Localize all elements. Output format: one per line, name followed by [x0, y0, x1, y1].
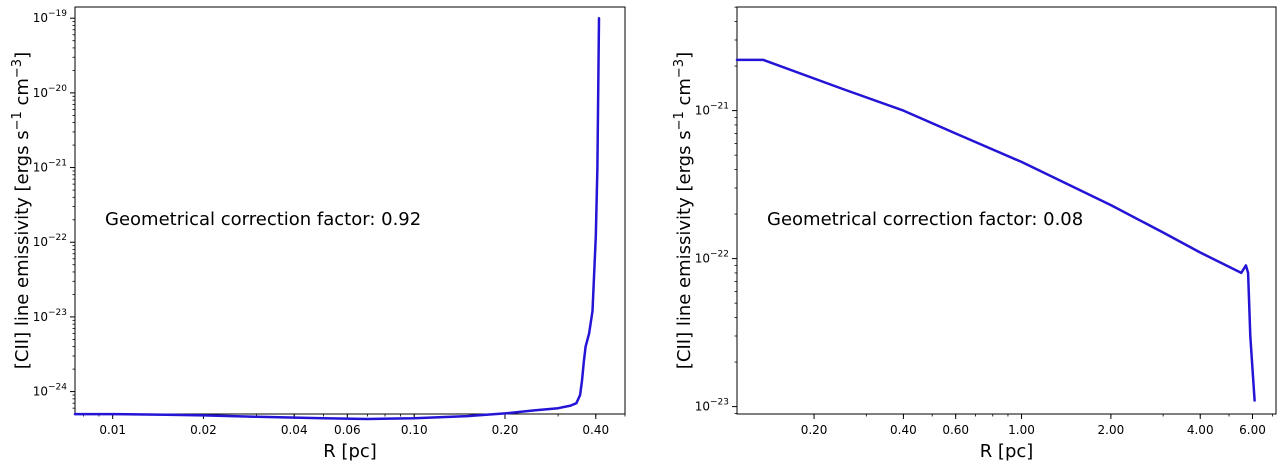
y-tick-label: 10−19 — [33, 9, 68, 25]
y-tick-label: 10−21 — [33, 159, 67, 175]
x-tick-label: 0.06 — [334, 423, 361, 437]
x-tick-label: 4.00 — [1187, 423, 1214, 437]
x-tick-label: 0.40 — [890, 423, 917, 437]
plot-frame — [74, 6, 626, 415]
x-tick-label: 0.40 — [582, 423, 609, 437]
x-tick-label: 0.02 — [190, 423, 217, 437]
x-axis-label: R [pc] — [980, 441, 1034, 462]
x-tick-label: 6.00 — [1239, 423, 1266, 437]
y-tick-label: 10−24 — [33, 383, 68, 399]
x-tick-label: 0.20 — [492, 423, 519, 437]
annotation-text: Geometrical correction factor: 0.08 — [767, 209, 1083, 230]
y-axis-label: [CII] line emissivity [ergs s−1 cm−3] — [10, 52, 33, 369]
x-tick-label: 0.20 — [801, 423, 828, 437]
chart-panel-1: 0.01 0.02 0.04 0.06 0.10 0.20 0.40 10−24 10−23 10… — [10, 6, 626, 462]
y-tick-label: 10−21 — [695, 102, 729, 118]
annotation-text: Geometrical correction factor: 0.92 — [105, 209, 421, 230]
x-tick-label: 1.00 — [1008, 423, 1035, 437]
series-line — [73, 16, 601, 421]
y-tick-label: 10−23 — [695, 398, 729, 414]
x-axis-label: R [pc] — [323, 441, 377, 462]
x-tick-label: 2.00 — [1098, 423, 1125, 437]
x-tick-label: 0.04 — [281, 423, 308, 437]
plot-frame — [736, 6, 1277, 415]
y-tick-label: 10−22 — [33, 233, 67, 249]
chart-panel-2: 0.20 0.40 0.60 1.00 2.00 4.00 6.00 10−23 10−22 10… — [672, 6, 1277, 462]
y-tick-label: 10−22 — [695, 250, 729, 266]
y-axis-label: [CII] line emissivity [ergs s−1 cm−3] — [672, 52, 695, 369]
y-tick-label: 10−20 — [33, 84, 68, 100]
series-line — [735, 58, 1256, 402]
x-tick-label: 0.01 — [99, 423, 126, 437]
x-tick-label: 0.10 — [401, 423, 428, 437]
y-tick-label: 10−23 — [33, 308, 67, 324]
x-tick-label: 0.60 — [942, 423, 969, 437]
